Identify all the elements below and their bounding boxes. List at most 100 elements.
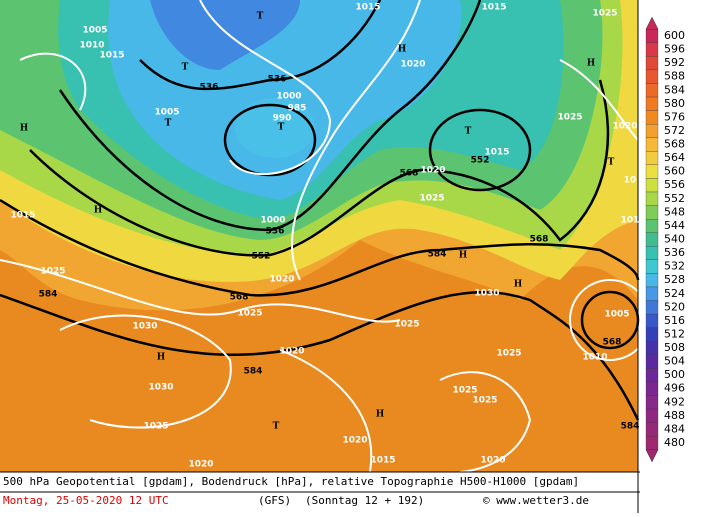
geopotential-label: 536	[200, 83, 219, 93]
legend-swatch	[645, 137, 659, 152]
legend-label: 576	[664, 110, 685, 123]
legend-swatch	[645, 341, 659, 355]
legend-label: 520	[664, 300, 685, 313]
pressure-label: 1015	[99, 51, 124, 61]
color-legend: 6005965925885845805765725685645605565525…	[645, 16, 685, 463]
pressure-center-label: H	[514, 280, 523, 290]
pressure-label: 1030	[148, 383, 173, 393]
pressure-center-label: T	[273, 422, 280, 432]
footer-run: (Sonntag 12 + 192)	[305, 494, 424, 507]
pressure-label: 1030	[474, 289, 499, 299]
pressure-label: 1025	[394, 320, 419, 330]
legend-swatch	[645, 218, 659, 233]
legend-swatch	[645, 69, 659, 84]
legend-label: 516	[664, 314, 685, 327]
pressure-label: 1025	[237, 309, 262, 319]
legend-swatch	[645, 273, 659, 288]
footer-description: 500 hPa Geopotential [gpdam], Bodendruck…	[3, 475, 579, 488]
pressure-label: 1015	[370, 456, 395, 466]
pressure-label: 1000	[260, 216, 285, 226]
legend-label: 548	[664, 205, 685, 218]
pressure-center-label: H	[376, 410, 385, 420]
pressure-center-label: T	[608, 158, 615, 168]
legend-label: 484	[664, 422, 685, 435]
legend-label: 508	[664, 341, 685, 354]
pressure-label: 985	[288, 104, 307, 114]
pressure-label: 1025	[143, 422, 168, 432]
field-blue	[150, 0, 300, 70]
pressure-center-label: T	[278, 123, 285, 133]
pressure-contours	[0, 0, 421, 473]
legend-swatch	[645, 422, 659, 437]
pressure-label: 10	[624, 176, 637, 186]
legend-swatch	[645, 151, 659, 166]
pressure-label: 1020	[269, 275, 294, 285]
geopotential-label: 552	[471, 156, 490, 166]
pressure-label: 1025	[452, 386, 477, 396]
legend-label: 496	[664, 382, 685, 395]
legend-label: 592	[664, 56, 685, 69]
legend-label: 584	[664, 83, 685, 96]
pressure-label: 1020	[420, 166, 445, 176]
legend-label: 480	[664, 436, 685, 449]
legend-label: 540	[664, 233, 685, 246]
legend-label: 532	[664, 260, 685, 273]
legend-swatch	[645, 29, 659, 43]
legend-swatch	[645, 395, 659, 410]
legend-label: 560	[664, 165, 685, 178]
geopotential-label: 584	[621, 422, 640, 432]
geopotential-label: 536	[266, 227, 285, 237]
pressure-label: 101	[621, 216, 640, 226]
pressure-label: 1005	[154, 108, 179, 118]
legend-swatch	[645, 300, 659, 315]
legend-label: 568	[664, 138, 685, 151]
legend-label: 596	[664, 43, 685, 56]
legend-swatch	[645, 164, 659, 179]
pressure-label: 1000	[276, 92, 301, 102]
legend-swatch	[645, 96, 659, 111]
legend-label: 504	[664, 355, 685, 368]
legend-label: 588	[664, 70, 685, 83]
footer-date: Montag, 25-05-2020 12 UTC	[3, 494, 169, 507]
legend-label: 492	[664, 395, 685, 408]
pressure-label: 1015	[484, 148, 509, 158]
legend-label: 488	[664, 409, 685, 422]
legend-swatch	[645, 110, 659, 125]
geopotential-label: 568	[603, 338, 622, 348]
legend-swatch	[645, 327, 659, 342]
pressure-label: 1020	[400, 60, 425, 70]
legend-swatch	[645, 436, 659, 450]
pressure-label: 1020	[188, 460, 213, 470]
legend-swatch	[645, 313, 659, 328]
footer-model: (GFS)	[258, 494, 291, 507]
pressure-center-label: H	[587, 59, 596, 69]
pressure-label: 1025	[496, 349, 521, 359]
geopotential-contours	[0, 0, 640, 421]
pressure-label: 1025	[592, 9, 617, 19]
legend-swatch	[645, 56, 659, 71]
pressure-label: 1015	[10, 211, 35, 221]
pressure-label: 1015	[355, 3, 380, 13]
legend-swatch	[645, 408, 659, 423]
geopotential-label: 568	[230, 293, 249, 303]
legend-swatch	[645, 381, 659, 396]
pressure-center-label: H	[398, 45, 407, 55]
pressure-label: 1020	[612, 122, 637, 132]
pressure-label: 1005	[604, 310, 629, 320]
footer-copyright: © www.wetter3.de	[483, 494, 589, 507]
legend-label: 512	[664, 327, 685, 340]
legend-swatch	[645, 246, 659, 261]
geopotential-label: 568	[400, 169, 419, 179]
legend-label: 528	[664, 273, 685, 286]
geopotential-label: 552	[252, 252, 271, 262]
legend-label: 564	[664, 151, 685, 164]
pressure-center-label: T	[257, 12, 264, 22]
pressure-center-label: T	[182, 63, 189, 73]
legend-swatch	[645, 368, 659, 383]
field-low-center	[235, 98, 315, 158]
pressure-label: 1015	[481, 3, 506, 13]
legend-swatch	[645, 42, 659, 57]
geopotential-label: 584	[39, 290, 58, 300]
legend-swatch	[645, 191, 659, 206]
